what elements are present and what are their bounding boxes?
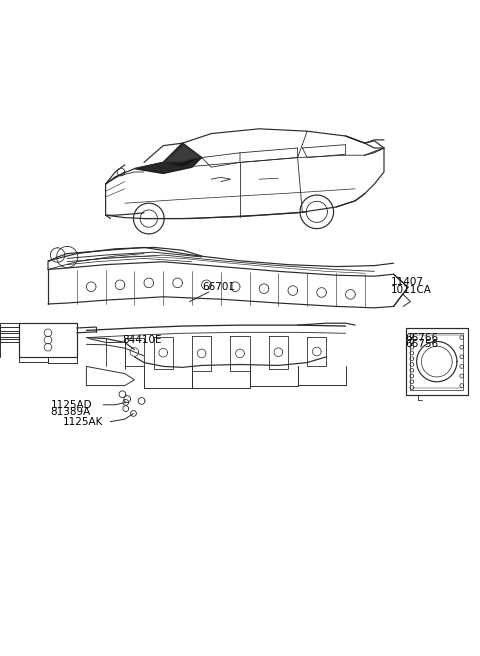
Text: 1125AD: 1125AD — [50, 400, 92, 410]
Text: 1011CA: 1011CA — [391, 285, 432, 295]
Text: 84410E: 84410E — [122, 335, 162, 345]
Text: 11407: 11407 — [391, 277, 424, 287]
Polygon shape — [134, 157, 202, 173]
Text: 66756: 66756 — [406, 339, 439, 349]
Text: 1125AK: 1125AK — [62, 417, 103, 426]
Text: 66766: 66766 — [406, 333, 439, 342]
Text: 81389A: 81389A — [50, 407, 91, 417]
Polygon shape — [163, 143, 202, 167]
Text: 66701: 66701 — [202, 282, 235, 292]
